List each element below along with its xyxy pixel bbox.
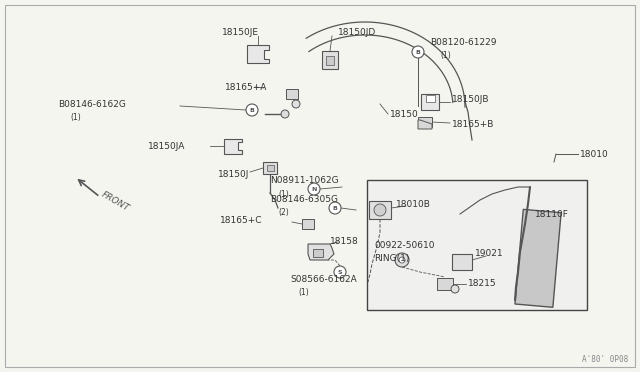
Text: 18110F: 18110F bbox=[535, 209, 569, 218]
Circle shape bbox=[246, 104, 258, 116]
Text: 19021: 19021 bbox=[475, 250, 504, 259]
Text: B: B bbox=[250, 108, 255, 112]
Circle shape bbox=[308, 183, 320, 195]
Circle shape bbox=[412, 46, 424, 58]
Circle shape bbox=[399, 257, 405, 263]
Polygon shape bbox=[224, 138, 242, 154]
Bar bbox=[452, 254, 472, 270]
Text: (1): (1) bbox=[70, 112, 81, 122]
Circle shape bbox=[374, 204, 386, 216]
Bar bbox=[418, 117, 432, 127]
Text: 18165+B: 18165+B bbox=[452, 119, 494, 128]
Text: 18010: 18010 bbox=[580, 150, 609, 158]
Text: N: N bbox=[311, 186, 317, 192]
Text: 18165+C: 18165+C bbox=[220, 215, 262, 224]
Text: 18215: 18215 bbox=[468, 279, 497, 289]
Bar bbox=[426, 95, 435, 102]
Bar bbox=[302, 219, 314, 229]
Bar bbox=[313, 249, 323, 257]
Text: S: S bbox=[338, 269, 342, 275]
Text: B08146-6162G: B08146-6162G bbox=[58, 99, 126, 109]
Bar bbox=[266, 165, 273, 171]
Circle shape bbox=[395, 253, 409, 267]
Bar bbox=[369, 201, 391, 219]
Bar bbox=[437, 278, 453, 290]
Text: B: B bbox=[333, 205, 337, 211]
Text: A'80' 0P08: A'80' 0P08 bbox=[582, 355, 628, 364]
Bar bbox=[421, 94, 439, 110]
Circle shape bbox=[329, 202, 341, 214]
Text: (1): (1) bbox=[278, 189, 289, 199]
Text: FRONT: FRONT bbox=[99, 190, 131, 214]
Text: 00922-50610: 00922-50610 bbox=[374, 241, 435, 250]
Circle shape bbox=[334, 266, 346, 278]
Polygon shape bbox=[418, 120, 432, 129]
Text: 18150JA: 18150JA bbox=[148, 141, 186, 151]
Text: 18150JB: 18150JB bbox=[452, 94, 490, 103]
Text: 18165+A: 18165+A bbox=[225, 83, 268, 92]
Text: 18158: 18158 bbox=[330, 237, 359, 246]
Bar bbox=[326, 55, 334, 64]
Bar bbox=[515, 209, 561, 307]
Bar bbox=[263, 162, 277, 174]
Bar bbox=[322, 51, 338, 69]
Text: 18150JE: 18150JE bbox=[221, 28, 259, 36]
Bar bbox=[367, 180, 587, 310]
Text: 18010B: 18010B bbox=[396, 199, 431, 208]
Text: (1): (1) bbox=[298, 288, 308, 296]
Text: 18150: 18150 bbox=[390, 109, 419, 119]
Text: RING(1): RING(1) bbox=[374, 254, 410, 263]
Polygon shape bbox=[308, 244, 334, 260]
Circle shape bbox=[451, 285, 459, 293]
Text: S08566-6162A: S08566-6162A bbox=[290, 275, 356, 283]
Text: B08146-6305G: B08146-6305G bbox=[270, 195, 338, 203]
Text: (2): (2) bbox=[278, 208, 289, 217]
Text: B: B bbox=[415, 49, 420, 55]
Text: N08911-1062G: N08911-1062G bbox=[270, 176, 339, 185]
Text: B08120-61229: B08120-61229 bbox=[430, 38, 497, 46]
Bar bbox=[286, 89, 298, 99]
Circle shape bbox=[281, 110, 289, 118]
Text: 18150JD: 18150JD bbox=[338, 28, 376, 36]
Circle shape bbox=[292, 100, 300, 108]
Polygon shape bbox=[247, 45, 269, 63]
Text: (1): (1) bbox=[440, 51, 451, 60]
Text: 18150J: 18150J bbox=[218, 170, 250, 179]
